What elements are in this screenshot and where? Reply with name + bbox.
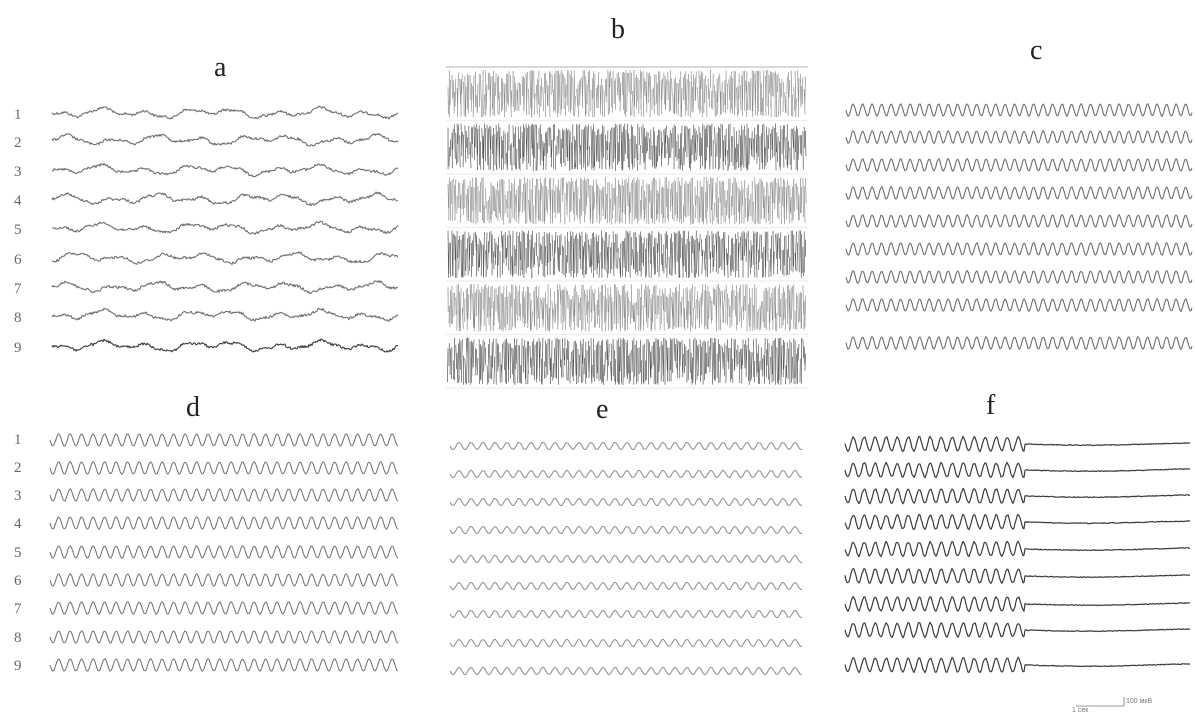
panel-a-trace [51, 220, 399, 235]
panel-a-trace [51, 191, 399, 207]
panel-d-trace [49, 488, 399, 502]
panel-e-trace [449, 525, 803, 535]
panel-e-trace [449, 666, 803, 676]
scale-bar-amplitude-label: 100 мкВ [1126, 698, 1153, 705]
panel-f-trace [844, 567, 1190, 585]
panel-b-trace-row [447, 123, 807, 172]
panel-b-trace-row [447, 283, 806, 332]
panel-b-trace-row [447, 337, 806, 386]
channel-number: 9 [14, 658, 22, 674]
panel-label-c: c [1030, 35, 1043, 66]
panel-d-trace [49, 545, 399, 559]
panel-c-trace [845, 186, 1193, 200]
panel-f-trace [844, 461, 1191, 479]
panel-f-trace [844, 595, 1191, 613]
channel-number: 3 [14, 488, 22, 504]
panel-d-trace [49, 658, 399, 672]
panel-e-trace [449, 441, 803, 451]
channel-number: 8 [14, 630, 22, 646]
panel-e-trace [449, 497, 803, 507]
channel-number: 7 [14, 601, 22, 617]
channel-number: 8 [14, 310, 22, 326]
channel-number: 6 [14, 252, 22, 268]
panel-a-trace [51, 338, 399, 353]
panel-a-trace [51, 133, 399, 147]
panel-c-trace [845, 158, 1193, 172]
panel-d-trace [49, 516, 399, 530]
panel-label-a: a [214, 52, 227, 83]
panel-c-trace [845, 298, 1193, 312]
panel-b-trace-row [447, 176, 807, 225]
channel-number: 7 [14, 281, 22, 297]
panel-c-trace [845, 103, 1193, 117]
channel-number: 4 [14, 516, 22, 532]
panel-a-trace [51, 307, 399, 322]
panel-e-trace [449, 609, 803, 619]
channel-number: 5 [14, 545, 22, 561]
panel-a-trace [51, 251, 399, 266]
panel-d-trace [49, 573, 399, 587]
panel-label-e: e [596, 394, 609, 425]
channel-number: 1 [14, 432, 22, 448]
panel-b-trace-row [447, 230, 806, 279]
panel-a-trace [51, 280, 399, 295]
scale-bar-lines [1076, 697, 1125, 707]
channel-number: 2 [14, 135, 22, 151]
panel-a-trace [51, 162, 399, 178]
panel-c-trace [845, 214, 1193, 228]
panel-f-trace [844, 656, 1191, 674]
panel-e-trace [449, 638, 803, 648]
panel-d-trace [49, 601, 399, 615]
channel-number: 6 [14, 573, 22, 589]
channel-number: 5 [14, 222, 22, 238]
panel-e-trace [449, 581, 803, 591]
channel-number: 2 [14, 460, 22, 476]
panel-d-trace [49, 630, 399, 644]
panel-f-trace [844, 435, 1191, 453]
panel-f-trace [844, 621, 1191, 639]
panel-label-b: b [611, 14, 625, 45]
panel-f-trace [844, 487, 1191, 505]
panel-label-d: d [186, 392, 200, 423]
channel-number: 9 [14, 340, 22, 356]
panel-label-f: f [986, 390, 996, 421]
panel-c-trace [845, 242, 1193, 256]
channel-number: 4 [14, 193, 22, 209]
panel-b-trace-row [447, 69, 806, 118]
panel-a-trace [51, 105, 399, 120]
panel-c-trace [845, 130, 1193, 144]
panel-c-trace [845, 270, 1193, 284]
panel-f-trace [844, 540, 1191, 558]
channel-number: 1 [14, 107, 22, 123]
panel-c-trace [845, 336, 1193, 350]
panel-d-trace [49, 461, 399, 475]
panel-f-trace [844, 513, 1190, 531]
scale-bar-time-label: 1 сек [1072, 707, 1089, 714]
panel-d-trace [49, 433, 399, 447]
channel-number: 3 [14, 164, 22, 180]
panel-e-trace [449, 554, 803, 564]
panel-e-trace [449, 469, 803, 479]
